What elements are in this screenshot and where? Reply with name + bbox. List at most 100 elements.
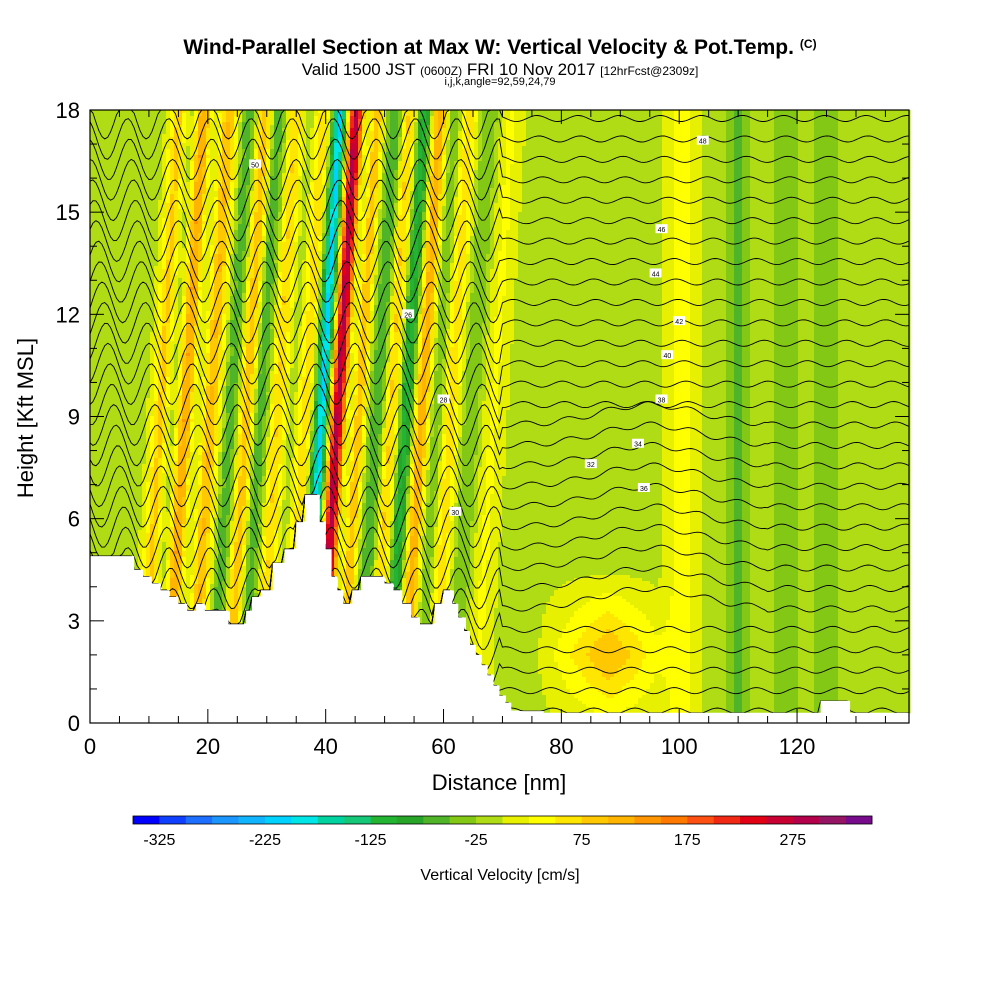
velocity-cell — [174, 566, 179, 570]
velocity-cell — [106, 407, 111, 411]
velocity-cell — [118, 275, 123, 279]
velocity-cell — [150, 437, 155, 441]
velocity-cell — [198, 122, 203, 126]
velocity-cell — [102, 446, 107, 450]
velocity-cell — [142, 176, 147, 180]
velocity-cell — [190, 410, 195, 414]
velocity-cell — [106, 503, 111, 507]
velocity-cell — [194, 263, 199, 267]
velocity-cell — [154, 209, 159, 213]
velocity-cell — [150, 215, 155, 219]
velocity-cell — [154, 428, 159, 432]
velocity-cell — [198, 143, 203, 147]
velocity-cell — [142, 371, 147, 375]
velocity-cell — [190, 272, 195, 276]
velocity-cell — [154, 254, 159, 258]
velocity-cell — [94, 212, 99, 216]
velocity-cell — [170, 563, 175, 567]
velocity-cell — [210, 566, 215, 570]
velocity-cell — [118, 491, 123, 495]
velocity-cell — [134, 365, 139, 369]
velocity-cell — [202, 461, 207, 465]
velocity-cell — [118, 539, 123, 543]
velocity-cell — [142, 500, 147, 504]
velocity-cell — [94, 209, 99, 213]
velocity-cell — [98, 419, 103, 423]
velocity-cell — [134, 461, 139, 465]
velocity-cell — [114, 299, 119, 303]
velocity-cell — [194, 560, 199, 564]
velocity-cell — [154, 542, 159, 546]
velocity-cell — [130, 338, 135, 342]
velocity-cell — [134, 185, 139, 189]
velocity-cell — [186, 392, 191, 396]
velocity-cell — [134, 236, 139, 240]
velocity-cell — [114, 548, 119, 552]
velocity-cell — [90, 431, 95, 435]
velocity-cell — [122, 167, 127, 171]
velocity-cell — [170, 305, 175, 309]
velocity-cell — [158, 386, 163, 390]
velocity-cell — [158, 404, 163, 408]
velocity-cell — [90, 425, 95, 429]
velocity-cell — [126, 230, 131, 234]
velocity-cell — [146, 470, 151, 474]
velocity-cell — [202, 236, 207, 240]
velocity-cell — [206, 467, 211, 471]
velocity-cell — [150, 335, 155, 339]
velocity-cell — [130, 317, 135, 321]
velocity-cell — [154, 164, 159, 168]
velocity-cell — [94, 473, 99, 477]
velocity-cell — [142, 149, 147, 153]
velocity-cell — [126, 260, 131, 264]
velocity-cell — [126, 299, 131, 303]
velocity-cell — [138, 161, 143, 165]
velocity-cell — [98, 470, 103, 474]
velocity-cell — [158, 191, 163, 195]
velocity-cell — [182, 266, 187, 270]
velocity-cell — [158, 272, 163, 276]
velocity-cell — [194, 266, 199, 270]
velocity-cell — [98, 245, 103, 249]
velocity-cell — [174, 236, 179, 240]
velocity-cell — [170, 182, 175, 186]
velocity-cell — [190, 119, 195, 123]
velocity-cell — [166, 428, 171, 432]
velocity-cell — [194, 413, 199, 417]
velocity-cell — [106, 449, 111, 453]
velocity-cell — [166, 272, 171, 276]
velocity-cell — [166, 257, 171, 261]
velocity-cell — [130, 146, 135, 150]
velocity-cell — [122, 275, 127, 279]
velocity-cell — [118, 278, 123, 282]
velocity-cell — [98, 503, 103, 507]
velocity-cell — [158, 164, 163, 168]
velocity-cell — [190, 404, 195, 408]
velocity-cell — [202, 533, 207, 537]
velocity-cell — [126, 221, 131, 225]
velocity-cell — [170, 251, 175, 255]
velocity-cell — [214, 398, 219, 402]
velocity-cell — [214, 200, 219, 204]
velocity-cell — [162, 509, 167, 513]
velocity-cell — [174, 323, 179, 327]
velocity-cell — [154, 359, 159, 363]
velocity-cell — [158, 320, 163, 324]
velocity-cell — [122, 467, 127, 471]
velocity-cell — [114, 425, 119, 429]
velocity-cell — [94, 506, 99, 510]
velocity-cell — [142, 242, 147, 246]
velocity-cell — [182, 308, 187, 312]
velocity-cell — [198, 395, 203, 399]
velocity-cell — [102, 470, 107, 474]
velocity-cell — [214, 446, 219, 450]
velocity-cell — [122, 470, 127, 474]
velocity-cell — [198, 389, 203, 393]
velocity-cell — [214, 218, 219, 222]
velocity-cell — [106, 209, 111, 213]
velocity-cell — [114, 347, 119, 351]
velocity-cell — [206, 605, 211, 609]
velocity-cell — [150, 203, 155, 207]
velocity-cell — [126, 431, 131, 435]
velocity-cell — [194, 491, 199, 495]
